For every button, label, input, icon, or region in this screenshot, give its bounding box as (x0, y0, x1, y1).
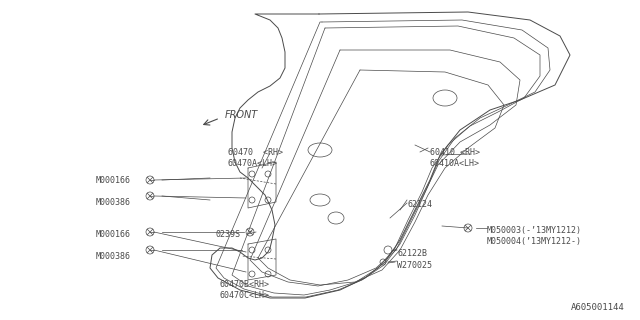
Text: M000386: M000386 (96, 198, 131, 207)
Text: 62124: 62124 (407, 200, 432, 209)
Text: W270025: W270025 (397, 261, 432, 270)
Text: 60410A<LH>: 60410A<LH> (430, 159, 480, 168)
Text: 0239S: 0239S (216, 230, 241, 239)
Text: 62122B: 62122B (397, 249, 427, 258)
Text: 60470B<RH>: 60470B<RH> (220, 280, 270, 289)
Text: 60470C<LH>: 60470C<LH> (220, 291, 270, 300)
Text: M000386: M000386 (96, 252, 131, 261)
Text: M050004(’13MY1212-): M050004(’13MY1212-) (487, 237, 582, 246)
Text: 60410 <RH>: 60410 <RH> (430, 148, 480, 157)
Text: A605001144: A605001144 (572, 303, 625, 312)
Text: M000166: M000166 (96, 230, 131, 239)
Text: 60470A<LH>: 60470A<LH> (228, 159, 278, 168)
Text: M000166: M000166 (96, 176, 131, 185)
Text: FRONT: FRONT (225, 110, 259, 120)
Text: 60470  <RH>: 60470 <RH> (228, 148, 283, 157)
Text: M050003(-’13MY1212): M050003(-’13MY1212) (487, 226, 582, 235)
